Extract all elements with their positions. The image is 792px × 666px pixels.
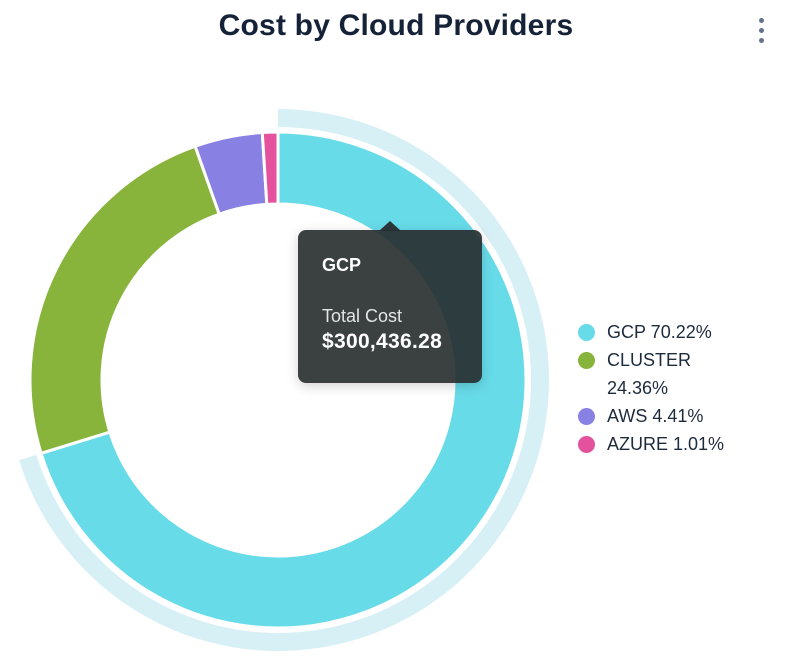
chart-legend: GCP 70.22% CLUSTER 24.36% AWS 4.41% AZURE 1…: [578, 318, 739, 458]
legend-label: CLUSTER 24.36%: [607, 350, 692, 398]
tooltip-series-name: GCP: [322, 255, 362, 275]
legend-item-aws[interactable]: AWS 4.41%: [578, 402, 739, 430]
legend-label: GCP 70.22%: [607, 322, 712, 342]
more-options-button[interactable]: [752, 13, 770, 47]
pie-slice-cluster[interactable]: [28, 144, 221, 455]
tooltip-arrow: [379, 221, 401, 231]
legend-swatch-icon: [578, 436, 595, 453]
legend-swatch-icon: [578, 352, 595, 369]
chart-tooltip: GCP Total Cost $300,436.28: [298, 221, 482, 383]
legend-swatch-icon: [578, 324, 595, 341]
legend-item-azure[interactable]: AZURE 1.01%: [578, 430, 739, 458]
tooltip-metric-label: Total Cost: [322, 306, 403, 326]
tooltip-metric-value: $300,436.28: [322, 330, 443, 353]
legend-label: AZURE 1.01%: [607, 434, 725, 454]
pie-slice-azure[interactable]: [260, 130, 280, 206]
legend-label: AWS 4.41%: [607, 406, 704, 426]
legend-swatch-icon: [578, 408, 595, 425]
kebab-menu-icon: [758, 27, 764, 33]
chart-title: Cost by Cloud Providers: [218, 9, 574, 42]
legend-item-cluster[interactable]: CLUSTER 24.36%: [578, 346, 739, 402]
legend-item-gcp[interactable]: GCP 70.22%: [578, 318, 739, 346]
